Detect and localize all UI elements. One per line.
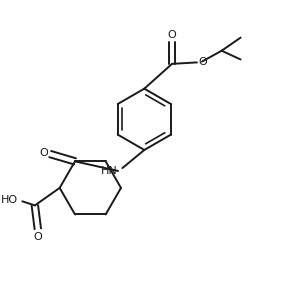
Text: O: O — [198, 56, 207, 67]
Text: HN: HN — [101, 166, 118, 176]
Text: O: O — [39, 148, 48, 158]
Text: HO: HO — [1, 195, 18, 205]
Text: O: O — [33, 232, 42, 242]
Text: O: O — [168, 30, 176, 40]
